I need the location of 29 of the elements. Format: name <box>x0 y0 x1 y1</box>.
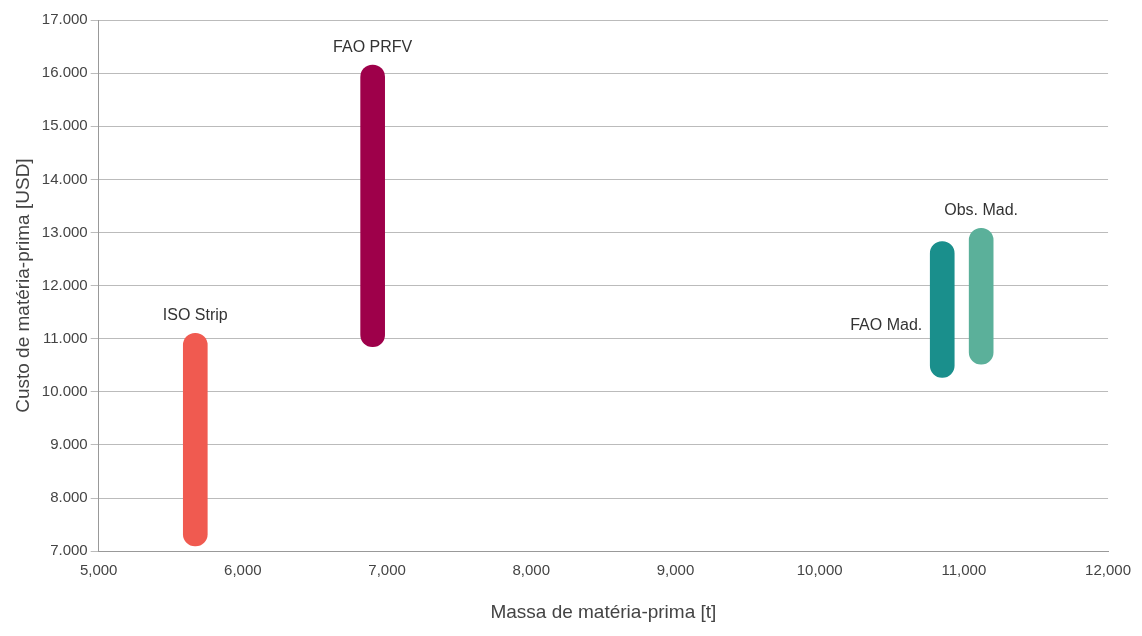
bar <box>360 64 385 348</box>
y-tick-label: 12.000 <box>41 275 88 293</box>
series-label: FAO PRFV <box>333 37 413 55</box>
y-tick-label: 10.000 <box>41 381 88 399</box>
x-axis-title: Massa de matéria-prima [t] <box>490 600 717 622</box>
y-axis-title: Custo de matéria-prima [USD] <box>11 158 33 413</box>
y-tick-label: 9.000 <box>50 435 88 453</box>
x-tick-label: 10,000 <box>796 561 843 579</box>
x-tick-label: 7,000 <box>368 561 406 579</box>
x-tick-label: 5,000 <box>79 561 118 579</box>
y-tick-label: 16.000 <box>41 63 88 81</box>
y-tick-label: 14.000 <box>41 169 88 187</box>
bar <box>182 333 208 547</box>
y-tick-label: 11.000 <box>42 328 88 346</box>
y-tick-label: 8.000 <box>50 488 88 506</box>
y-tick-label: 15.000 <box>41 116 88 134</box>
x-tick-label: 8,000 <box>512 561 551 579</box>
x-tick-label: 9,000 <box>656 561 695 579</box>
x-tick-label: 6,000 <box>224 561 262 579</box>
bar <box>929 241 955 378</box>
y-tick-label: 13.000 <box>41 222 88 240</box>
x-tick-label: 12,000 <box>1085 561 1132 579</box>
series-label: Obs. Mad. <box>944 200 1019 218</box>
series-label: ISO Strip <box>162 305 228 323</box>
bar <box>968 227 994 365</box>
series-label: FAO Mad. <box>850 315 923 333</box>
y-tick-label: 7.000 <box>50 541 88 559</box>
y-tick-label: 17.000 <box>41 10 88 28</box>
x-tick-label: 11,000 <box>941 561 987 579</box>
